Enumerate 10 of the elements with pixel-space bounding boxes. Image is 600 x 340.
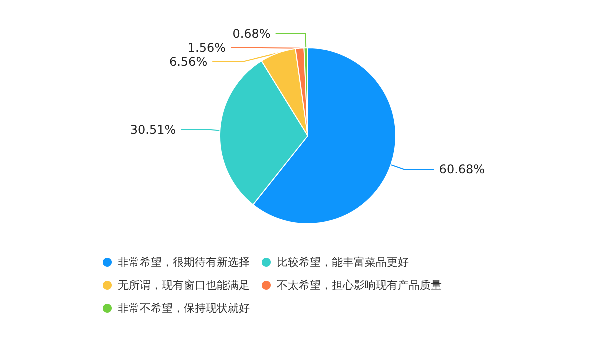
- legend-label: 不太希望，担心影响现有产品质量: [277, 279, 442, 292]
- legend-label: 无所谓，现有窗口也能满足: [118, 279, 250, 292]
- data-label: 60.68%: [439, 162, 486, 177]
- legend-label: 比较希望，能丰富菜品更好: [277, 256, 409, 269]
- data-label: 6.56%: [169, 55, 208, 70]
- legend-label: 非常希望，很期待有新选择: [118, 256, 250, 269]
- legend-label: 非常不希望，保持现状就好: [118, 302, 250, 315]
- data-label: 30.51%: [130, 122, 176, 137]
- data-label: 0.68%: [232, 27, 271, 42]
- data-label: 1.56%: [188, 41, 226, 56]
